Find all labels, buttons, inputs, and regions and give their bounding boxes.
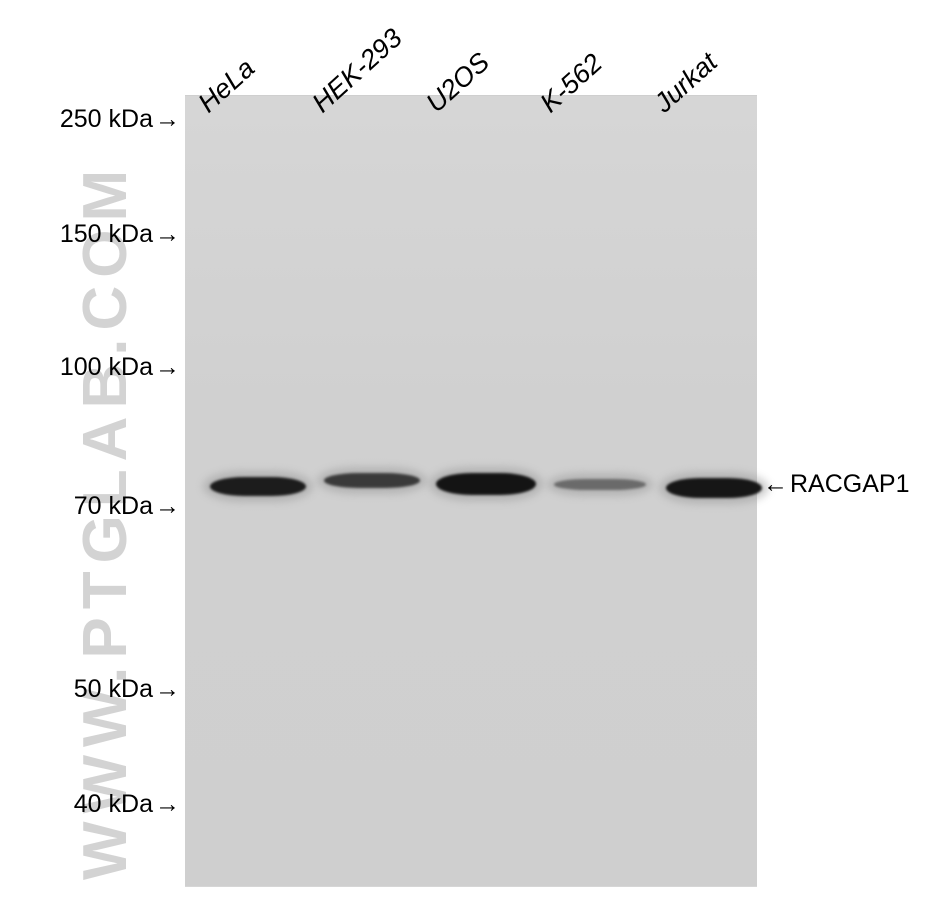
target-name-text: RACGAP1 — [790, 470, 909, 498]
arrow-right-icon: → — [155, 790, 180, 819]
mw-marker-label: 40 kDa→ — [74, 790, 180, 819]
mw-marker-label: 50 kDa→ — [74, 675, 180, 704]
mw-marker-label: 100 kDa→ — [60, 353, 180, 382]
western-blot-figure: { "figure": { "width_px": 950, "height_p… — [0, 0, 950, 903]
arrow-right-icon: → — [155, 105, 180, 134]
mw-marker-text: 50 kDa — [74, 675, 153, 703]
mw-marker-text: 70 kDa — [74, 492, 153, 520]
mw-marker-text: 150 kDa — [60, 220, 153, 248]
protein-band — [324, 473, 420, 488]
arrow-right-icon: → — [155, 492, 180, 521]
arrow-right-icon: → — [155, 220, 180, 249]
arrow-right-icon: → — [155, 353, 180, 382]
protein-band — [666, 478, 762, 498]
protein-band — [554, 479, 646, 490]
protein-band — [436, 473, 536, 495]
mw-marker-label: 150 kDa→ — [60, 220, 180, 249]
mw-marker-text: 100 kDa — [60, 353, 153, 381]
arrow-left-icon: ← — [763, 470, 788, 499]
arrow-right-icon: → — [155, 675, 180, 704]
mw-marker-label: 250 kDa→ — [60, 105, 180, 134]
mw-marker-label: 70 kDa→ — [74, 492, 180, 521]
mw-marker-text: 250 kDa — [60, 105, 153, 133]
target-protein-label: ←RACGAP1 — [763, 470, 909, 499]
protein-band — [210, 477, 306, 496]
mw-marker-text: 40 kDa — [74, 790, 153, 818]
